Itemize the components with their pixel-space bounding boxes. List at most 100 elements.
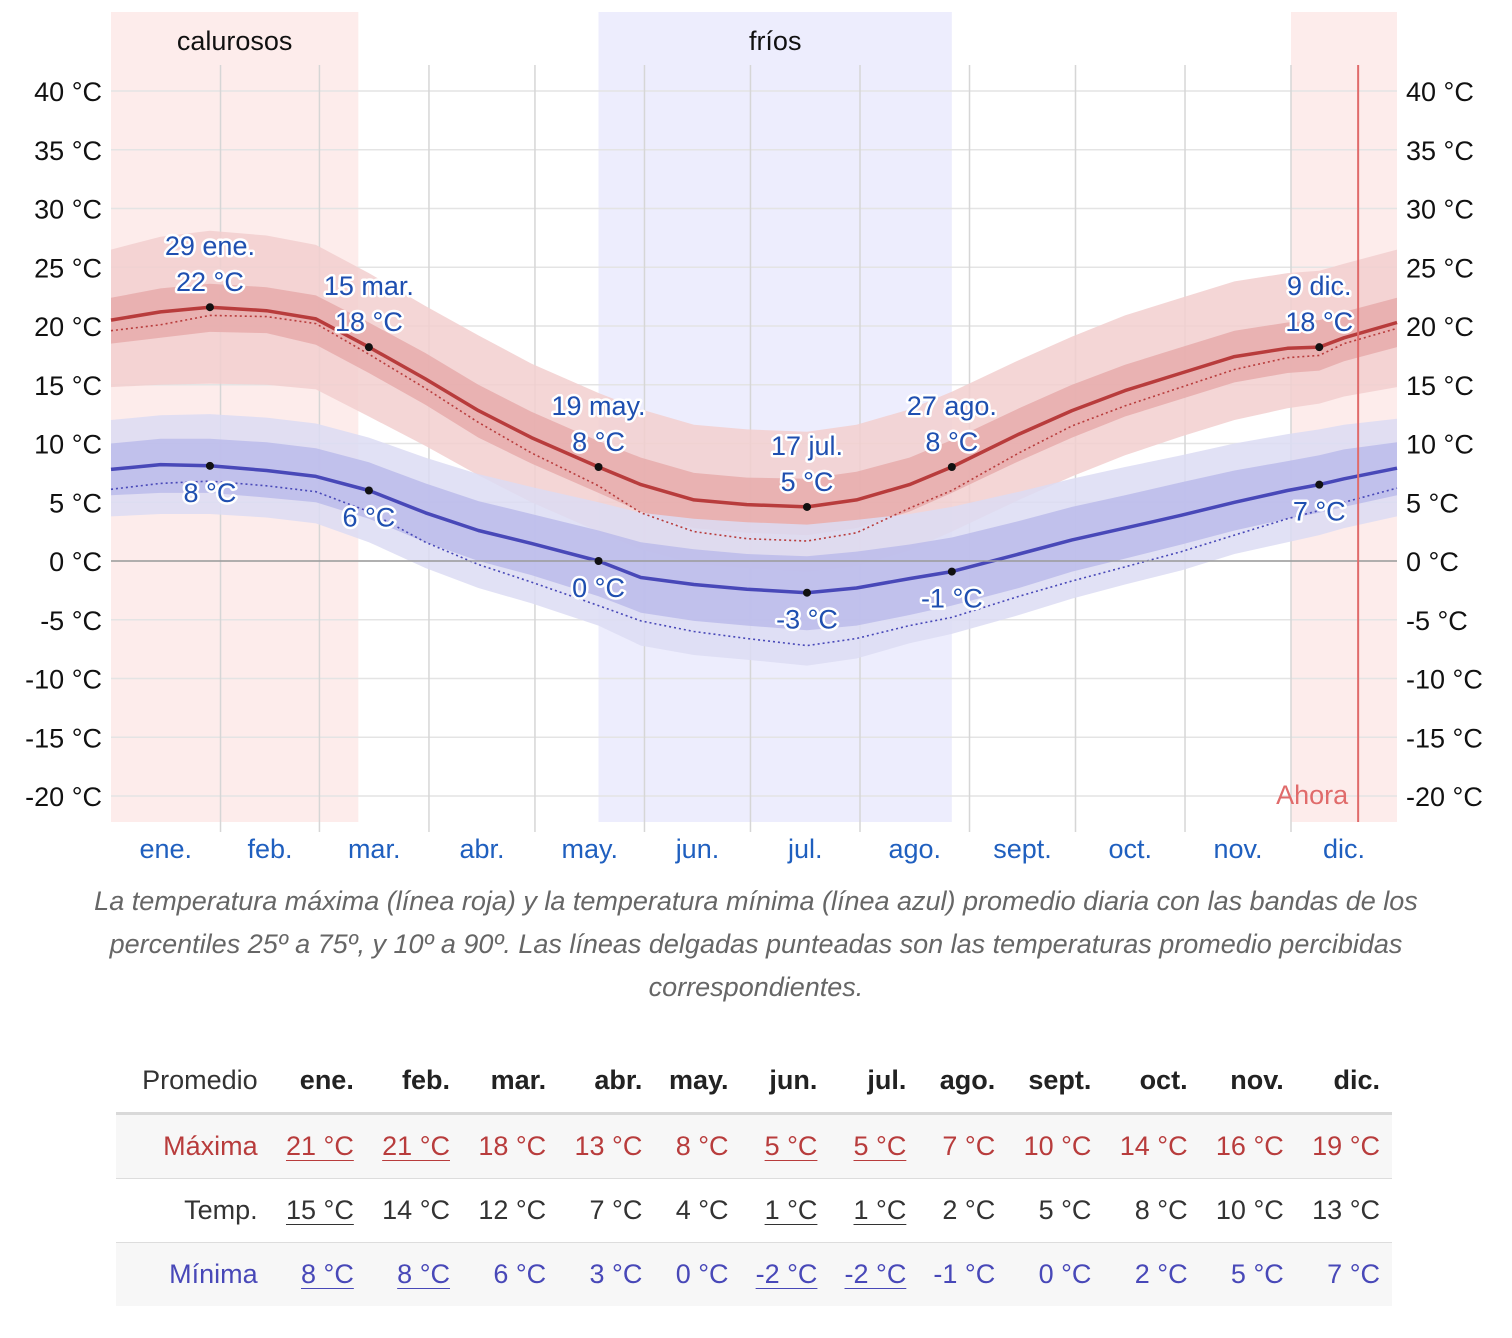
now-label: Ahora (1276, 780, 1349, 810)
table-month-header: dic. (1333, 1064, 1380, 1095)
y-tick-label-left: -5 °C (40, 606, 102, 636)
y-tick-label-left: 0 °C (49, 547, 102, 577)
annotation-value: 6 °C (342, 503, 395, 533)
max-value-cell[interactable]: 5 °C (764, 1131, 818, 1161)
annotation-value: -1 °C (921, 584, 983, 614)
y-tick-label-right: -5 °C (1406, 606, 1468, 636)
y-tick-label-left: -20 °C (25, 782, 102, 812)
table-header-row: Promedio ene. feb. mar. abr. may. jun. j… (116, 1048, 1392, 1114)
temp-value-cell[interactable]: 15 °C (285, 1195, 354, 1225)
season-label: calurosos (177, 26, 293, 56)
series-line (110, 462, 1398, 595)
temp-value-cell: 13 °C (1312, 1195, 1380, 1225)
table-month-header: ene. (299, 1064, 354, 1095)
max-value-cell: 10 °C (1023, 1131, 1092, 1161)
y-tick-label-left: 25 °C (34, 253, 102, 283)
table-month-header: sept. (1028, 1064, 1092, 1095)
annotation-date: 19 may. (552, 391, 646, 421)
table-month-header: may. (668, 1064, 729, 1095)
y-tick-label-left: 35 °C (34, 136, 102, 166)
min-value-cell[interactable]: 8 °C (397, 1259, 450, 1289)
min-value-cell[interactable]: 8 °C (301, 1259, 354, 1289)
y-tick-label-left: 40 °C (34, 77, 102, 107)
y-tick-label-right: 40 °C (1406, 77, 1474, 107)
max-value-cell[interactable]: 5 °C (853, 1131, 907, 1161)
max-value-cell: 8 °C (675, 1131, 729, 1161)
month-label: abr. (459, 834, 504, 864)
y-tick-label-left: 5 °C (49, 488, 102, 518)
max-value-cell[interactable]: 21 °C (382, 1131, 450, 1161)
series-line (110, 305, 1398, 509)
annotation-dot (205, 303, 214, 312)
monthly-averages-table: Promedio ene. feb. mar. abr. may. jun. j… (116, 1048, 1392, 1306)
min-value-cell[interactable]: -2 °C (844, 1259, 907, 1289)
annotation-value: 8 °C (184, 478, 237, 508)
temp-value-cell: 8 °C (1134, 1195, 1188, 1225)
max-value-cell: 14 °C (1119, 1131, 1188, 1161)
table-row-temp: Temp. 15 °C 14 °C 12 °C 7 °C 4 °C 1 °C 1… (116, 1179, 1392, 1243)
annotation-value: 0 °C (572, 573, 625, 603)
table-month-header: jun. (769, 1064, 818, 1095)
max-value-cell: 13 °C (574, 1131, 643, 1161)
annotation-date: 15 mar. (324, 271, 414, 301)
y-tick-label-right: -10 °C (1406, 665, 1483, 695)
annotation-value: -3 °C (776, 605, 838, 635)
month-label: jun. (675, 834, 720, 864)
percentile-band-10-90 (111, 414, 1397, 666)
table-month-header: oct. (1139, 1064, 1188, 1095)
annotation-value: 18 °C (335, 307, 403, 337)
annotation-value: 8 °C (925, 427, 978, 457)
min-value-cell[interactable]: -2 °C (755, 1259, 818, 1289)
max-value-cell: 18 °C (478, 1131, 547, 1161)
y-tick-label-right: -20 °C (1406, 782, 1483, 812)
y-tick-label-right: 30 °C (1406, 195, 1474, 225)
month-label: mar. (348, 834, 401, 864)
temp-value-cell: 10 °C (1215, 1195, 1284, 1225)
annotation-dot (364, 343, 373, 352)
y-tick-label-left: -15 °C (25, 723, 102, 753)
annotation-dot (364, 486, 373, 495)
temp-value-cell: 2 °C (942, 1195, 996, 1225)
annotation-value: 22 °C (176, 267, 244, 297)
annotation-dot (1315, 343, 1324, 352)
min-value-cell: 6 °C (493, 1259, 547, 1289)
table-month-header: jul. (867, 1064, 907, 1095)
season-label: fríos (749, 26, 802, 56)
annotation-dot (947, 463, 956, 471)
y-tick-label-right: 5 °C (1406, 488, 1459, 518)
y-tick-label-left: 30 °C (34, 195, 102, 225)
y-tick-label-left: -10 °C (25, 665, 102, 695)
annotation-value: 5 °C (781, 467, 834, 497)
y-tick-label-left: 10 °C (34, 430, 102, 460)
min-value-cell: 7 °C (1327, 1259, 1380, 1289)
y-tick-label-right: 35 °C (1406, 136, 1474, 166)
month-label: may. (561, 834, 618, 864)
temp-value-cell: 5 °C (1038, 1195, 1092, 1225)
table-row-max: Máxima 21 °C 21 °C 18 °C 13 °C 8 °C 5 °C… (116, 1113, 1392, 1179)
percentile-band-10-90 (111, 230, 1397, 572)
table-month-header: feb. (401, 1064, 450, 1095)
y-tick-label-left: 15 °C (34, 371, 102, 401)
max-value-cell: 7 °C (942, 1131, 996, 1161)
month-label: feb. (247, 834, 292, 864)
temp-value-cell: 12 °C (478, 1195, 547, 1225)
temperature-chart: calurosos fríos Ahora 40 °C 40 °C 35 °C 35 °C 3… (25, 12, 1483, 864)
annotation-value: 7 °C (1293, 497, 1346, 527)
y-tick-label-right: 10 °C (1406, 430, 1474, 460)
max-value-cell: 16 °C (1215, 1131, 1284, 1161)
temp-value-cell: 7 °C (589, 1195, 643, 1225)
month-label: ago. (888, 834, 941, 864)
temp-value-cell[interactable]: 1 °C (853, 1195, 907, 1225)
month-label: nov. (1214, 834, 1263, 864)
annotation-dot (1315, 480, 1324, 489)
max-value-cell[interactable]: 21 °C (285, 1131, 354, 1161)
month-label: ene. (139, 834, 192, 864)
annotation-dot (947, 567, 956, 576)
annotation-dot (205, 461, 214, 470)
min-value-cell: 5 °C (1230, 1259, 1284, 1289)
temp-value-cell[interactable]: 1 °C (764, 1195, 818, 1225)
min-value-cell: 0 °C (1038, 1259, 1092, 1289)
row-label-temp: Temp. (184, 1195, 258, 1225)
chart-caption: La temperatura máxima (línea roja) y la … (94, 886, 1418, 1002)
table-month-header: ago. (939, 1064, 996, 1095)
